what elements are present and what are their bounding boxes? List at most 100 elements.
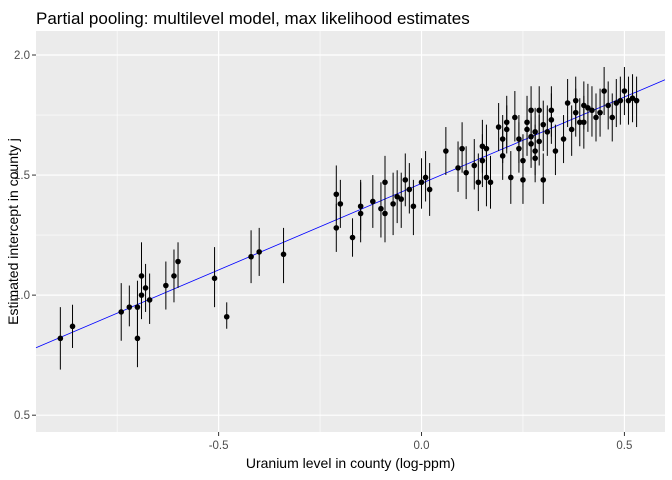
- x-axis-ticks: -0.5 0.0 0.5: [209, 432, 632, 452]
- data-point: [597, 109, 603, 116]
- data-point: [512, 114, 518, 121]
- data-point: [280, 251, 287, 258]
- data-point: [171, 273, 177, 279]
- data-point: [443, 148, 449, 154]
- data-point: [394, 193, 400, 200]
- data-point: [524, 126, 530, 133]
- y-axis-title: Estimated intercept in county j: [5, 138, 21, 325]
- data-point: [552, 148, 559, 154]
- data-point: [613, 100, 620, 106]
- data-point: [516, 136, 522, 142]
- regression-line: [35, 79, 666, 349]
- data-point: [418, 179, 425, 186]
- data-point: [503, 126, 510, 133]
- data-point: [248, 253, 254, 260]
- data-point: [605, 102, 611, 109]
- data-point: [370, 198, 376, 205]
- data-point: [540, 177, 547, 183]
- data-point: [621, 88, 628, 94]
- minor-gridlines: [36, 31, 665, 432]
- data-point: [426, 186, 433, 193]
- data-point: [479, 157, 486, 164]
- data-point: [479, 143, 486, 150]
- data-point: [483, 145, 490, 152]
- x-axis-title: Uranium level in county (log-ppm): [246, 455, 455, 471]
- data-point: [163, 282, 169, 289]
- data-point: [576, 119, 583, 126]
- data-point: [499, 136, 506, 142]
- data-point: [625, 97, 632, 104]
- data-point: [357, 203, 364, 210]
- data-point: [536, 138, 542, 145]
- data-point: [455, 165, 461, 171]
- data-point: [528, 107, 534, 114]
- data-point: [617, 97, 624, 104]
- data-point: [146, 297, 153, 303]
- data-point: [585, 105, 591, 111]
- chart-title: Partial pooling: multilevel model, max l…: [36, 9, 470, 28]
- data-point: [495, 124, 502, 130]
- data-point: [581, 102, 587, 109]
- data-point: [223, 313, 230, 320]
- x-tick-label: -0.5: [209, 440, 229, 452]
- data-point: [463, 169, 469, 176]
- data-point: [390, 201, 396, 207]
- data-point: [134, 304, 141, 310]
- data-point: [528, 133, 534, 140]
- data-point: [589, 107, 595, 114]
- data-point: [402, 177, 409, 183]
- data-point: [572, 109, 579, 116]
- data-point: [134, 335, 141, 342]
- data-point: [333, 225, 340, 231]
- data-point: [507, 174, 514, 181]
- data-point: [57, 335, 64, 342]
- data-point: [422, 174, 429, 181]
- data-point: [540, 121, 547, 128]
- data-point: [138, 273, 145, 279]
- data-point: [528, 141, 534, 147]
- y-tick-label: 0.5: [14, 410, 30, 422]
- data-point: [357, 210, 364, 217]
- data-point: [382, 179, 388, 186]
- data-point: [378, 205, 384, 212]
- data-point: [337, 201, 344, 207]
- data-point: [333, 191, 340, 198]
- data-point: [459, 145, 465, 152]
- data-point: [564, 100, 571, 106]
- x-tick-label: 0.0: [414, 440, 430, 452]
- data-point: [211, 275, 218, 282]
- data-point: [532, 129, 538, 135]
- data-point: [175, 258, 181, 265]
- data-point: [629, 95, 636, 102]
- data-point: [142, 285, 149, 291]
- data-point: [499, 153, 506, 159]
- data-point: [524, 119, 530, 126]
- data-point: [601, 88, 607, 94]
- data-point: [349, 234, 356, 241]
- y-tick-label: 1.5: [14, 170, 30, 182]
- data-point: [126, 304, 133, 310]
- data-point: [406, 186, 413, 193]
- data-point: [560, 136, 567, 142]
- x-tick-label: 0.5: [616, 440, 632, 452]
- data-point: [487, 179, 494, 186]
- data-point: [548, 107, 555, 114]
- data-point: [548, 117, 555, 123]
- data-point: [568, 126, 575, 133]
- data-point: [532, 148, 538, 154]
- data-point: [532, 155, 538, 162]
- data-point: [382, 210, 388, 217]
- data-point: [516, 145, 522, 152]
- data-point: [483, 174, 490, 181]
- plot-panel: [36, 31, 665, 432]
- data-point: [256, 249, 262, 255]
- data-point: [471, 162, 478, 169]
- y-axis-ticks: 0.5 1.0 1.5 2.0: [14, 50, 36, 422]
- y-tick-label: 1.0: [14, 290, 30, 302]
- data-point: [520, 177, 526, 183]
- data-point: [572, 97, 579, 104]
- data-points: [57, 88, 640, 342]
- data-point: [410, 203, 417, 210]
- data-point: [581, 119, 587, 126]
